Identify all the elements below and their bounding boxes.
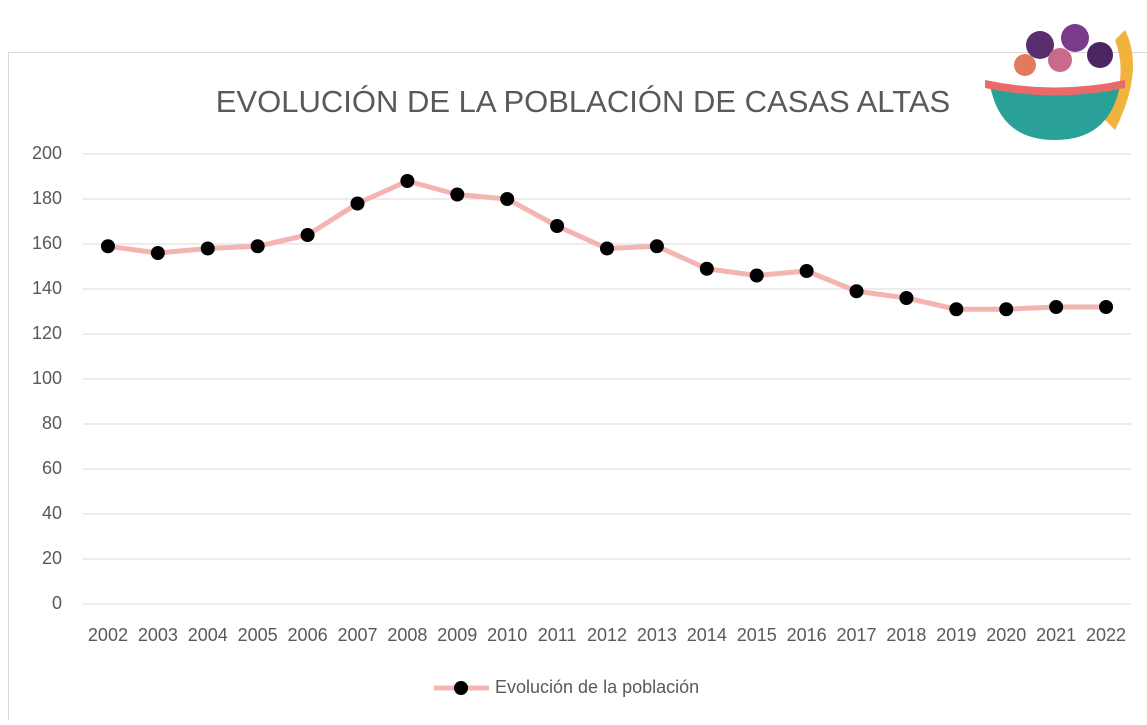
chart-border [9, 53, 1147, 721]
x-tick-label: 2021 [1036, 625, 1076, 645]
data-point [151, 246, 165, 260]
x-tick-label: 2017 [837, 625, 877, 645]
x-tick-label: 2013 [637, 625, 677, 645]
x-tick-label: 2002 [88, 625, 128, 645]
x-tick-label: 2004 [188, 625, 228, 645]
y-tick-label: 140 [32, 278, 62, 298]
data-point [700, 262, 714, 276]
x-tick-label: 2011 [538, 625, 577, 645]
data-point [500, 192, 514, 206]
data-point [1099, 300, 1113, 314]
data-point [550, 219, 564, 233]
x-tick-label: 2006 [288, 625, 328, 645]
data-point [301, 228, 315, 242]
data-point [999, 302, 1013, 316]
y-tick-label: 180 [32, 188, 62, 208]
y-tick-label: 40 [42, 503, 62, 523]
data-point [850, 284, 864, 298]
y-tick-label: 0 [52, 593, 62, 613]
data-point [650, 239, 664, 253]
y-tick-label: 60 [42, 458, 62, 478]
legend-marker [454, 681, 468, 695]
x-tick-label: 2007 [337, 625, 377, 645]
data-point [750, 269, 764, 283]
chart-title: EVOLUCIÓN DE LA POBLACIÓN DE CASAS ALTAS [216, 84, 950, 119]
data-point [600, 242, 614, 256]
data-point [350, 197, 364, 211]
x-tick-label: 2022 [1086, 625, 1126, 645]
data-point [201, 242, 215, 256]
data-point [400, 174, 414, 188]
x-tick-label: 2019 [936, 625, 976, 645]
data-point [949, 302, 963, 316]
data-point [800, 264, 814, 278]
y-tick-label: 120 [32, 323, 62, 343]
x-tick-label: 2014 [687, 625, 727, 645]
y-tick-label: 100 [32, 368, 62, 388]
x-tick-label: 2003 [138, 625, 178, 645]
x-tick-label: 2020 [986, 625, 1026, 645]
legend-label: Evolución de la población [495, 677, 699, 697]
data-point [899, 291, 913, 305]
x-tick-label: 2008 [387, 625, 427, 645]
x-tick-label: 2016 [787, 625, 827, 645]
data-point [251, 239, 265, 253]
y-tick-label: 80 [42, 413, 62, 433]
y-tick-label: 200 [32, 143, 62, 163]
y-tick-label: 20 [42, 548, 62, 568]
data-point [101, 239, 115, 253]
x-tick-label: 2018 [886, 625, 926, 645]
data-point [1049, 300, 1063, 314]
data-point [450, 188, 464, 202]
x-tick-label: 2010 [487, 625, 527, 645]
x-tick-label: 2009 [437, 625, 477, 645]
x-tick-label: 2012 [587, 625, 627, 645]
y-tick-label: 160 [32, 233, 62, 253]
x-tick-label: 2015 [737, 625, 777, 645]
x-tick-label: 2005 [238, 625, 278, 645]
